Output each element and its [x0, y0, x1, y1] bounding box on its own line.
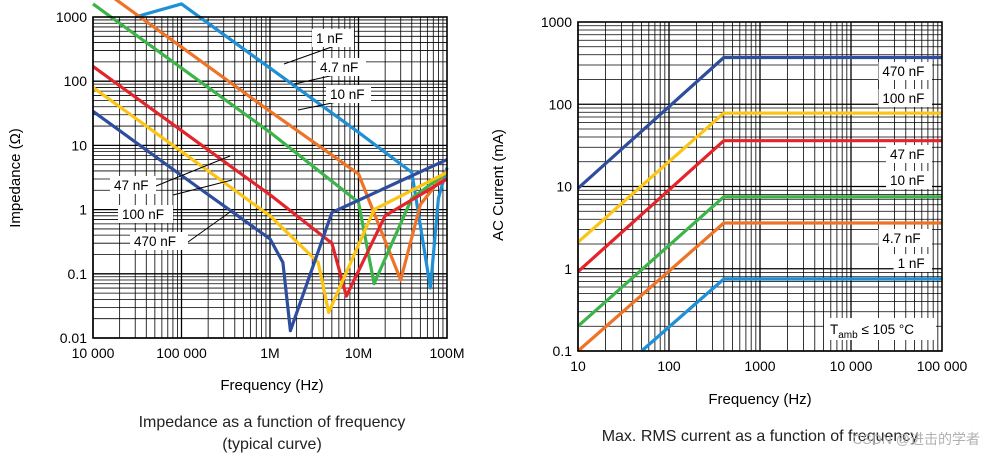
y-tick-label: 1000: [541, 14, 572, 30]
series-label-10-nf: 10 nF: [297, 85, 372, 111]
x-tick-label: 1000: [744, 358, 775, 374]
x-tick-label: 1M: [260, 345, 279, 361]
impedance-y-axis-label: Impedance (Ω): [7, 128, 24, 228]
y-tick-label: 0.1: [68, 266, 88, 282]
x-tick-label: 100 000: [156, 345, 207, 361]
series-label-box: [312, 29, 354, 47]
y-tick-label: 100: [64, 73, 88, 89]
series-label-box: [878, 229, 932, 247]
series-label-47-nf: 47 nF: [110, 155, 231, 194]
series-line-1-nf: [640, 277, 942, 353]
y-tick-label: 100: [549, 96, 573, 112]
series-label-text: 470 nF: [134, 234, 176, 249]
x-tick-label: 10M: [345, 345, 372, 361]
impedance-series-labels: 1 nF 4.7 nF 10 nF 47 nF 100 nF 470 nF: [110, 29, 372, 250]
temperature-limit: ≤ 105 °C: [858, 322, 915, 337]
series-label-leader: [155, 155, 231, 187]
series-label-1-nf: 1 nF: [893, 254, 932, 272]
series-label-470-nf: 470 nF: [130, 211, 231, 250]
series-line-4-7-nf: [576, 221, 942, 353]
x-tick-label: 100: [657, 358, 681, 374]
y-tick-label: 1000: [56, 9, 87, 25]
series-label-text: 1 nF: [316, 31, 343, 46]
ac-current-plot-frame: [577, 21, 943, 352]
series-line-1-nf: [134, 2, 449, 290]
series-label-text: 10 nF: [330, 87, 365, 102]
series-label-text: 1 nF: [898, 256, 925, 271]
series-label-text: 100 nF: [882, 91, 924, 106]
series-label-box: [326, 85, 371, 103]
series-label-box: [886, 171, 932, 189]
temperature-subscript: amb: [838, 330, 858, 341]
ac-current-series-labels: 470 nF 100 nF 47 nF 10 nF 4.7 nF 1 nF: [878, 62, 932, 272]
x-tick-label: 10 000: [72, 345, 115, 361]
impedance-chart-subtitle: (typical curve): [222, 436, 322, 453]
impedance-series: [92, 0, 449, 333]
y-tick-label: 0.1: [553, 343, 573, 359]
watermark: CSDN @进击的学者: [852, 431, 980, 447]
series-label-box: [316, 58, 366, 76]
series-line-47-nf: [576, 139, 942, 273]
series-label-47-nf: 47 nF: [886, 145, 932, 163]
series-line-470-nf: [576, 55, 942, 190]
ac-current-chart: 10 100 1000 10 000 100 000 0.1 1 10 100 1000 470 …: [490, 14, 968, 445]
y-tick-label: 1: [79, 202, 87, 218]
x-tick-label: 100 000: [917, 358, 968, 374]
series-line-47-nf: [92, 65, 448, 298]
x-tick-label: 10 000: [830, 358, 873, 374]
svg-text:Tamb ≤ 105 °C: Tamb ≤ 105 °C: [830, 322, 914, 341]
series-label-box: [893, 254, 932, 272]
series-label-box: [118, 205, 173, 223]
series-label-470-nf: 470 nF: [878, 62, 932, 80]
y-tick-label: 1: [564, 261, 572, 277]
series-label-box: [110, 176, 156, 194]
y-tick-label: 10: [71, 137, 87, 153]
ac-current-y-axis-label: AC Current (mA): [490, 129, 507, 241]
ac-current-series: [576, 55, 942, 353]
series-label-text: 4.7 nF: [320, 60, 358, 75]
series-line-10-nf: [576, 195, 942, 328]
series-label-1-nf: 1 nF: [283, 29, 355, 65]
series-label-4-7-nf: 4.7 nF: [293, 58, 367, 85]
ac-current-x-axis-label: Frequency (Hz): [708, 391, 811, 408]
impedance-chart: 10 000 100 000 1M 10M 100M0.010.11101001000 …: [7, 0, 465, 453]
series-label-text: 4.7 nF: [882, 231, 920, 246]
impedance-chart-title: Impedance as a function of frequency: [139, 414, 406, 431]
series-label-text: 470 nF: [882, 64, 924, 79]
temperature-symbol: T: [830, 322, 838, 337]
ac-current-tick-labels: 10 100 1000 10 000 100 000 0.1 1 10 100 1000: [541, 14, 968, 374]
series-label-text: 47 nF: [114, 178, 149, 193]
y-tick-label: 0.01: [60, 330, 87, 346]
series-label-leader: [172, 179, 233, 196]
series-label-box: [878, 89, 932, 107]
temperature-annotation: Tamb ≤ 105 °C: [824, 318, 936, 341]
ac-current-grid: [577, 22, 942, 352]
series-label-10-nf: 10 nF: [886, 171, 932, 189]
series-label-100-nf: 100 nF: [118, 179, 233, 223]
series-label-box: [886, 145, 932, 163]
series-line-100-nf: [576, 111, 942, 244]
ac-current-chart-title: Max. RMS current as a function of freque…: [602, 428, 919, 445]
series-label-4-7-nf: 4.7 nF: [878, 229, 932, 247]
series-label-text: 47 nF: [890, 147, 925, 162]
x-tick-label: 10: [570, 358, 586, 374]
series-label-box: [130, 232, 188, 250]
series-label-100-nf: 100 nF: [878, 89, 932, 107]
series-label-leader: [187, 211, 231, 243]
series-label-box: [878, 62, 932, 80]
impedance-tick-labels: 10 000 100 000 1M 10M 100M 0.01 0.1 1 10 100 1000: [56, 9, 465, 361]
series-label-text: 10 nF: [890, 173, 925, 188]
series-line-100-nf: [92, 86, 448, 315]
impedance-x-axis-label: Frequency (Hz): [220, 377, 323, 394]
x-tick-label: 100M: [429, 345, 464, 361]
impedance-plot-frame: [92, 16, 448, 339]
series-line-4-7-nf: [113, 0, 449, 282]
y-tick-label: 10: [556, 179, 572, 195]
series-label-text: 100 nF: [122, 207, 164, 222]
